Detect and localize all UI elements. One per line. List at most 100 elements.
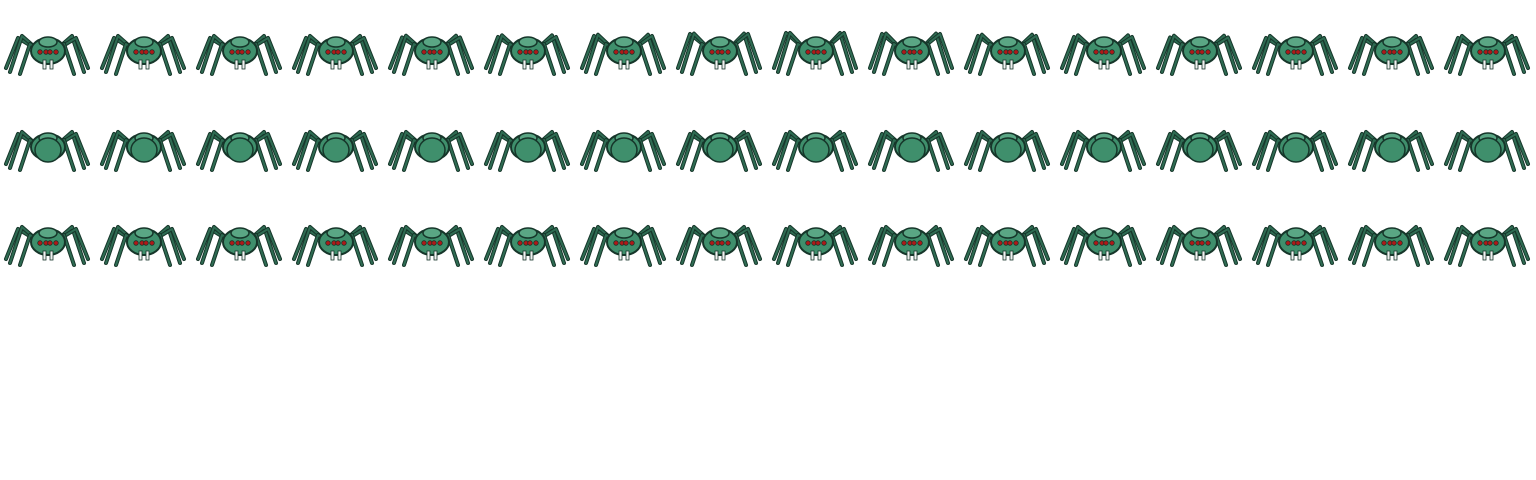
spider-front-icon [196,34,282,76]
sprite-frame [1056,110,1152,206]
spider-back-icon [4,130,90,172]
spider-back-icon [1444,130,1530,172]
spider-front-icon [484,33,570,76]
spider-back-icon [292,130,378,172]
sprite-frame [1440,110,1536,206]
sprite-frame [1248,14,1344,110]
sprite-frame [1152,205,1248,301]
spider-back-icon [100,130,186,172]
spider-back-icon [388,130,474,172]
spider-back-icon [580,130,666,172]
spider-front-icon [676,225,762,267]
spider-front-icon [1348,225,1434,267]
spider-front-icon [388,33,474,76]
sprite-frame [768,205,864,301]
sprite-frame [576,110,672,206]
sprite-frame [1344,14,1440,110]
sprite-frame [672,205,768,301]
spider-front-icon [1444,225,1530,267]
sprite-frame [480,205,576,301]
spider-front-icon [676,31,762,76]
sprite-frame [768,110,864,206]
sprite-row-front-walk [0,14,1536,110]
sprite-frame [384,205,480,301]
spider-back-icon [1348,130,1434,172]
sprite-frame [192,110,288,206]
spider-front-icon [580,225,666,267]
sprite-frame [864,14,960,110]
sprite-frame [1248,110,1344,206]
sprite-frame [192,205,288,301]
sprite-frame [288,110,384,206]
spider-front-icon [1156,33,1242,76]
spider-front-icon [868,31,954,76]
spider-front-icon [868,225,954,267]
sprite-row-front-idle [0,205,1536,301]
sprite-frame [576,14,672,110]
sprite-frame [288,205,384,301]
sprite-frame [288,14,384,110]
spider-back-icon [484,130,570,172]
spider-front-icon [4,34,90,76]
sprite-row-back-walk [0,110,1536,206]
spider-front-icon [964,32,1050,76]
spider-back-icon [964,130,1050,172]
spider-front-icon [100,225,186,267]
spider-front-icon [196,225,282,267]
sprite-frame [0,110,96,206]
spider-front-icon [1444,34,1530,76]
spider-front-icon [484,225,570,267]
sprite-frame [1344,110,1440,206]
spider-back-icon [196,130,282,172]
sprite-frame [384,110,480,206]
sprite-frame [1152,110,1248,206]
sprite-frame [0,205,96,301]
sprite-frame [480,110,576,206]
spider-front-icon [1348,34,1434,76]
spider-front-icon [1252,34,1338,76]
sprite-frame [768,14,864,110]
spider-front-icon [1060,33,1146,76]
sprite-frame [672,14,768,110]
spider-front-icon [388,225,474,267]
spider-back-icon [1156,130,1242,172]
sprite-frame [0,14,96,110]
sprite-frame [96,110,192,206]
spider-front-icon [1252,225,1338,267]
sprite-frame [960,110,1056,206]
spider-front-icon [772,31,858,76]
sprite-frame [1248,205,1344,301]
spider-front-icon [4,225,90,267]
spider-front-icon [772,225,858,267]
sprite-frame [960,205,1056,301]
sprite-frame [384,14,480,110]
sprite-frame [1440,205,1536,301]
spider-front-icon [292,34,378,76]
sprite-frame [864,205,960,301]
spider-front-icon [292,225,378,267]
sprite-frame [1056,205,1152,301]
sprite-frame [1344,205,1440,301]
spider-front-icon [580,32,666,76]
sprite-frame [576,205,672,301]
sprite-frame [960,14,1056,110]
spider-back-icon [772,130,858,172]
spider-back-icon [676,130,762,172]
spider-back-icon [1252,130,1338,172]
spider-front-icon [964,225,1050,267]
sprite-frame [1440,14,1536,110]
sprite-frame [480,14,576,110]
sprite-frame [864,110,960,206]
spider-front-icon [1060,225,1146,267]
spider-front-icon [1156,225,1242,267]
sprite-frame [672,110,768,206]
spider-back-icon [1060,130,1146,172]
spider-front-icon [100,34,186,76]
sprite-frame [96,205,192,301]
sprite-frame [96,14,192,110]
sprite-frame [1056,14,1152,110]
sprite-frame [1152,14,1248,110]
spider-back-icon [868,130,954,172]
sprite-frame [192,14,288,110]
